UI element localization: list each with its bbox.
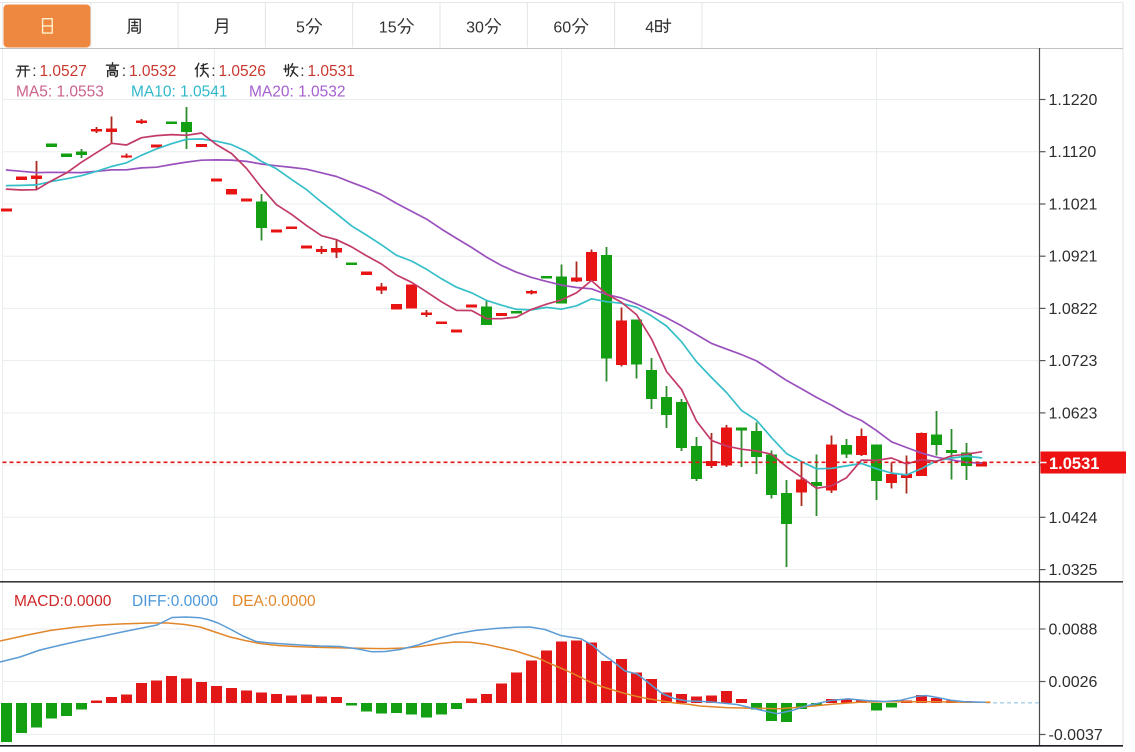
svg-text:0.0026: 0.0026 [1049,674,1098,691]
svg-text:MA10: 1.0541: MA10: 1.0541 [131,83,228,100]
svg-text:1.0531: 1.0531 [1049,455,1099,473]
svg-text::: : [300,63,304,80]
svg-text:30: 30 [466,19,484,36]
svg-text:1.0531: 1.0531 [308,63,355,80]
svg-text:MACD:0.0000: MACD:0.0000 [14,593,112,610]
svg-text:1.0527: 1.0527 [40,63,87,80]
svg-text:1.0325: 1.0325 [1049,562,1098,579]
svg-text:15: 15 [379,19,397,36]
svg-text:DEA:0.0000: DEA:0.0000 [232,593,316,610]
svg-text:0.0088: 0.0088 [1049,622,1098,639]
svg-text:1.1120: 1.1120 [1049,144,1097,161]
svg-text::: : [122,63,126,80]
svg-text:-0.0037: -0.0037 [1049,727,1103,744]
svg-text:MA5: 1.0553: MA5: 1.0553 [16,83,104,100]
svg-text:1.0822: 1.0822 [1049,301,1098,318]
svg-text:1.1021: 1.1021 [1049,197,1098,214]
svg-text:1.0424: 1.0424 [1049,510,1098,527]
svg-text:DIFF:0.0000: DIFF:0.0000 [132,593,219,610]
svg-text:1.0526: 1.0526 [219,63,266,80]
svg-text:60: 60 [553,19,571,36]
svg-text:1.0532: 1.0532 [129,63,176,80]
svg-text:1.0921: 1.0921 [1049,249,1098,266]
svg-text:4: 4 [645,19,654,36]
svg-text:1.1220: 1.1220 [1049,92,1098,109]
svg-text:1.0623: 1.0623 [1049,405,1098,422]
svg-text::: : [211,63,215,80]
svg-text:MA20: 1.0532: MA20: 1.0532 [249,83,346,100]
svg-text:1.0723: 1.0723 [1049,353,1098,370]
svg-text::: : [32,63,36,80]
svg-text:5: 5 [296,19,305,36]
